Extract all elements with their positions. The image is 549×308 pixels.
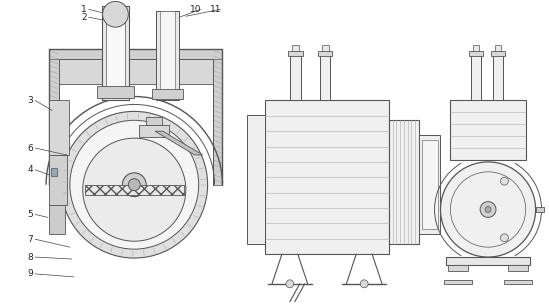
Bar — [160, 11, 175, 95]
Bar — [49, 49, 59, 185]
Circle shape — [128, 179, 140, 191]
Bar — [97, 86, 135, 98]
Text: 1: 1 — [81, 5, 87, 14]
Bar — [146, 117, 162, 125]
Text: 8: 8 — [27, 253, 33, 261]
Circle shape — [485, 207, 491, 213]
Polygon shape — [155, 131, 203, 155]
Bar — [495, 45, 501, 53]
Bar — [49, 100, 69, 155]
Bar — [49, 205, 65, 234]
Bar — [493, 53, 503, 100]
Text: 2: 2 — [81, 13, 87, 22]
Text: 4: 4 — [27, 165, 33, 174]
Circle shape — [360, 280, 368, 288]
Bar — [469, 51, 483, 56]
Circle shape — [83, 138, 186, 241]
Bar — [49, 49, 222, 59]
Bar — [322, 45, 328, 53]
Bar — [288, 51, 302, 56]
Bar — [450, 100, 526, 160]
Bar — [290, 53, 301, 100]
Circle shape — [286, 280, 294, 288]
Bar — [51, 168, 57, 176]
Bar — [422, 140, 438, 229]
Bar — [446, 257, 530, 265]
Bar — [491, 51, 505, 56]
Bar — [473, 45, 479, 53]
Text: 10: 10 — [190, 5, 201, 14]
Bar — [445, 280, 472, 284]
Bar — [85, 185, 184, 195]
Bar — [247, 116, 265, 244]
Text: 6: 6 — [27, 144, 33, 152]
Bar — [471, 53, 481, 100]
Circle shape — [61, 111, 208, 258]
Circle shape — [501, 234, 508, 242]
Circle shape — [122, 173, 146, 197]
Bar — [105, 6, 125, 95]
Circle shape — [103, 2, 128, 27]
Bar — [156, 11, 179, 100]
Bar — [389, 120, 419, 244]
Text: 3: 3 — [27, 96, 33, 105]
Circle shape — [480, 201, 496, 217]
Bar — [536, 207, 544, 213]
Bar — [265, 100, 389, 254]
Circle shape — [501, 177, 508, 185]
Circle shape — [440, 162, 536, 257]
Text: 9: 9 — [27, 270, 33, 278]
Bar — [102, 6, 130, 100]
Bar — [318, 51, 333, 56]
Bar — [449, 265, 468, 271]
Bar — [320, 53, 330, 100]
Circle shape — [70, 120, 199, 249]
Bar — [508, 265, 528, 271]
Bar — [504, 280, 531, 284]
Bar — [152, 89, 183, 99]
Text: 11: 11 — [210, 5, 221, 14]
Bar — [139, 125, 169, 137]
Text: 5: 5 — [27, 210, 33, 219]
Bar — [59, 59, 212, 84]
Bar — [212, 49, 222, 185]
Bar — [419, 135, 440, 234]
Bar — [292, 45, 299, 53]
Bar — [49, 155, 67, 205]
Text: 7: 7 — [27, 235, 33, 244]
